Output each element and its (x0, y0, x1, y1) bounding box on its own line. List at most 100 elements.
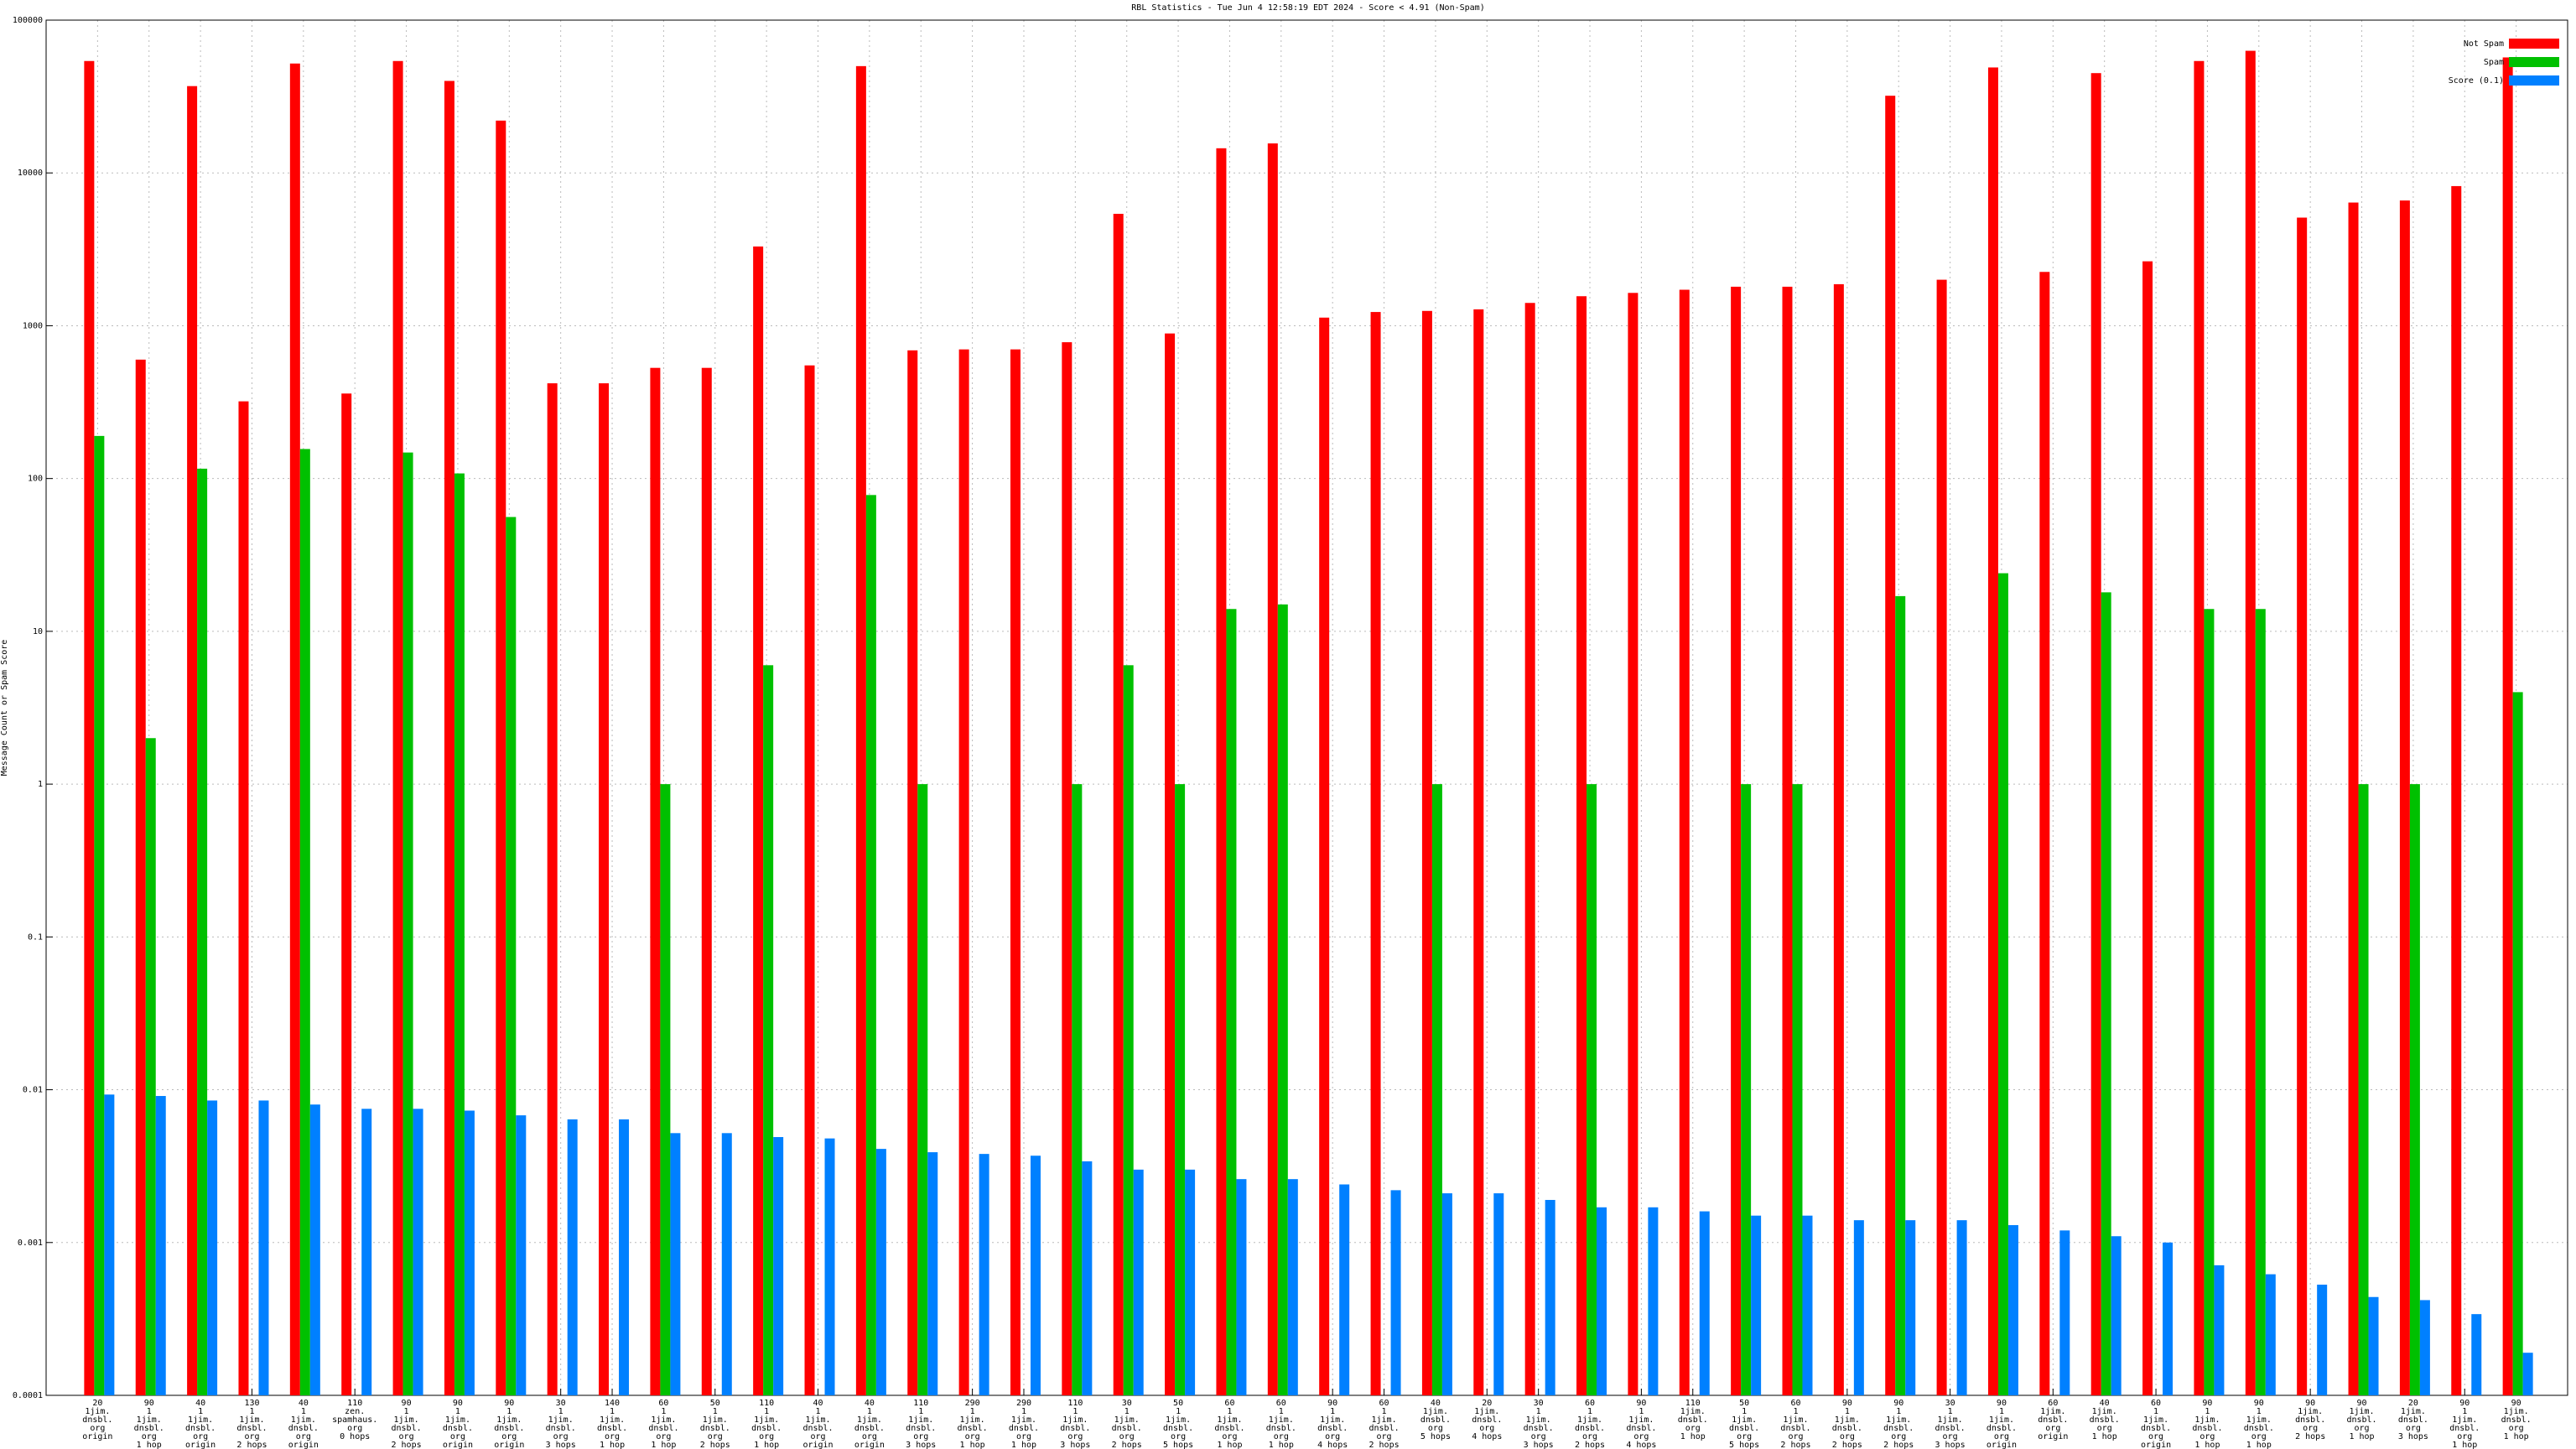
x-tick-label-line: org (965, 1432, 980, 1441)
x-tick-label-line: 1jim. (1423, 1407, 1448, 1416)
x-tick-label-line: org (2509, 1424, 2524, 1433)
bar (907, 350, 918, 1396)
x-tick-label-line: 3 hops (1524, 1441, 1554, 1449)
x-tick-label: 60 1 1jim. dnsbl. org 2 hops (1575, 1399, 1605, 1449)
x-tick-label-line: origin (443, 1441, 473, 1449)
x-tick-label-line: org (913, 1432, 928, 1441)
x-tick-label-line: dnsbl. (597, 1424, 627, 1433)
x-tick-label-line: dnsbl. (958, 1424, 988, 1433)
x-tick-label-line: dnsbl. (2038, 1415, 2068, 1425)
legend-swatch (2509, 75, 2559, 86)
x-tick-label-line: 90 (2305, 1399, 2315, 1408)
x-tick-label: 90 1 1jim. dnsbl. org 1 hop (2449, 1399, 2480, 1449)
x-tick-label-line: 110 (759, 1399, 774, 1408)
x-tick-label-line: 1jim. (1011, 1415, 1036, 1425)
x-tick-label-line: dnsbl. (2192, 1424, 2222, 1433)
x-tick-label: 110 1 1jim. dnsbl. org 1 hop (751, 1399, 782, 1449)
bar (599, 383, 610, 1395)
bar (207, 1100, 218, 1395)
bar (1885, 96, 1896, 1396)
x-tick-label: 90 1 1jim. dnsbl. org 1 hop (2192, 1399, 2222, 1449)
y-tick-label: 1000 (23, 321, 43, 330)
x-tick-label-line: dnsbl. (1368, 1424, 1399, 1433)
x-tick-label-line: org (1274, 1432, 1289, 1441)
bar (1370, 312, 1381, 1395)
x-tick-label-line: 1jim. (1886, 1415, 1911, 1425)
x-tick-label-line: org (1479, 1424, 1494, 1433)
x-tick-label: 290 1 1jim. dnsbl. org 1 hop (958, 1399, 988, 1449)
x-tick-label-line: dnsbl. (2449, 1424, 2480, 1433)
x-tick-label-line: origin (82, 1432, 112, 1441)
bar (1277, 604, 1288, 1395)
plot-frame (45, 19, 2568, 1396)
bar (1493, 1193, 1504, 1395)
x-tick-label: 60 1 1jim. dnsbl. org 2 hops (1780, 1399, 1810, 1449)
x-tick-label-line: 60 (1379, 1399, 1389, 1408)
bar (1339, 1184, 1350, 1395)
x-tick-label-line: dnsbl. (1832, 1424, 1862, 1433)
bar (1833, 283, 1844, 1395)
x-tick-label-line: 1 (1021, 1407, 1026, 1416)
x-tick-label-line: 140 (605, 1399, 620, 1408)
x-tick-label-line: 2 hops (1112, 1441, 1142, 1449)
x-tick-label-line: org (1222, 1432, 1237, 1441)
x-tick-label-line: dnsbl. (2141, 1424, 2171, 1433)
x-tick-label-line: dnsbl. (288, 1424, 319, 1433)
bar (104, 1094, 115, 1395)
x-tick-label-line: org (2406, 1424, 2421, 1433)
x-tick-label-line: dnsbl. (700, 1424, 730, 1433)
x-tick-label-line: 3 hops (1060, 1441, 1090, 1449)
x-tick-label-line: 1 (1330, 1407, 1335, 1416)
bar (361, 1109, 372, 1395)
bar (258, 1100, 269, 1395)
x-tick-label-line: 90 (453, 1399, 463, 1408)
x-tick-label: 20 1jim. dnsbl. org 4 hops (1472, 1399, 1502, 1441)
x-tick-label-line: origin (854, 1441, 885, 1449)
bar (2245, 50, 2256, 1396)
bar (289, 63, 300, 1396)
x-tick-label-line: 1 hop (1269, 1441, 1294, 1449)
x-tick-label-line: 2 hops (1575, 1441, 1605, 1449)
x-tick-label-line: 40 (1431, 1399, 1441, 1408)
x-tick-label-line: 1 (1176, 1407, 1181, 1416)
x-tick-label-line: dnsbl. (1472, 1415, 1502, 1425)
bar (299, 449, 310, 1395)
bar (2142, 261, 2153, 1395)
x-tick-label-line: 50 (710, 1399, 720, 1408)
bar (392, 60, 403, 1396)
x-tick-label-line: org (708, 1432, 723, 1441)
bar (2502, 57, 2513, 1396)
x-tick-label-line: dnsbl. (2090, 1415, 2120, 1425)
x-tick-label-line: dnsbl. (1112, 1424, 1142, 1433)
x-tick-label-line: 1jim. (754, 1415, 779, 1425)
x-tick-label-line: 1 (1536, 1407, 1541, 1416)
bar (341, 393, 352, 1395)
x-tick-label: 30 1 1jim. dnsbl. org 2 hops (1112, 1399, 1142, 1449)
bar (670, 1133, 681, 1395)
x-tick-label-line: 20 (2408, 1399, 2418, 1408)
x-tick-label: 110 1jim. dnsbl. org 1 hop (1678, 1399, 1708, 1441)
x-tick-label-line: dnsbl. (2295, 1415, 2325, 1425)
x-tick-label-line: 3 hops (2398, 1432, 2428, 1441)
x-tick-label: 90 1 1jim. dnsbl. org 1 hop (134, 1399, 164, 1449)
x-tick-label-line: 90 (402, 1399, 412, 1408)
bar (1113, 213, 1124, 1395)
x-tick-label-line: org (759, 1432, 774, 1441)
y-tick-label: 0.0001 (13, 1391, 43, 1400)
x-tick-label-line: 290 (965, 1399, 980, 1408)
bar (2265, 1274, 2276, 1395)
x-tick-label-line: 1 (1072, 1407, 1078, 1416)
x-tick-label-line: org (1428, 1424, 1443, 1433)
bar (2163, 1242, 2174, 1395)
x-tick-label-line: dnsbl. (1729, 1424, 1759, 1433)
x-tick-label-line: origin (185, 1441, 216, 1449)
bar (1853, 1220, 1864, 1395)
bar (2522, 1353, 2533, 1395)
x-tick-label-line: 2 hops (1780, 1441, 1810, 1449)
x-tick-label: 90 1 1jim. dnsbl. org 1 hop (2244, 1399, 2274, 1449)
x-tick-label-line: 1 (610, 1407, 615, 1416)
x-tick-label-line: 90 (1893, 1399, 1903, 1408)
y-tick-label: 0.1 (28, 932, 43, 942)
bar (1802, 1215, 1813, 1395)
x-tick-label-line: org (1171, 1432, 1186, 1441)
